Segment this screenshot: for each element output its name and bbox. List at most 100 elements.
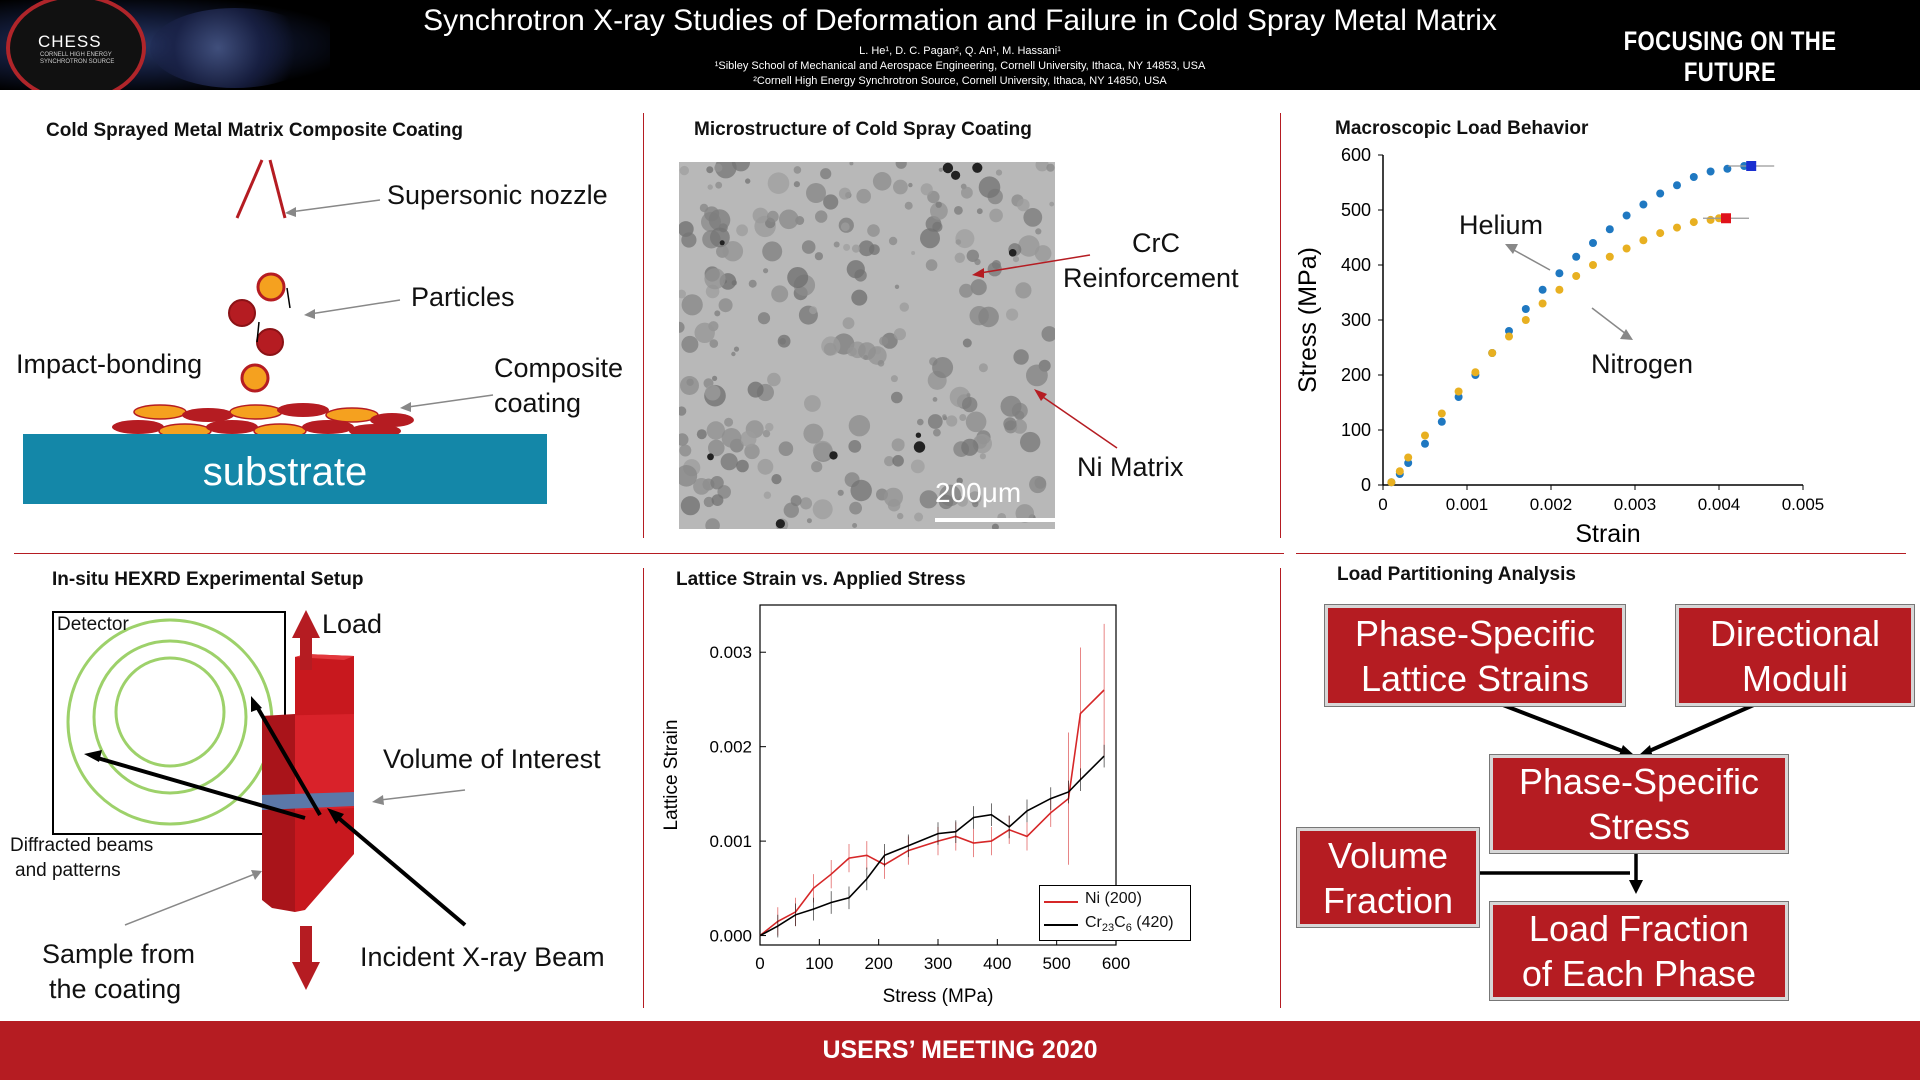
crc-particle [762,241,783,262]
logo-text: CHESS [38,32,102,51]
helium-label: Helium [1459,210,1544,240]
crc-particle [771,474,782,485]
crc-particle [956,477,963,484]
tagline: FOCUSING ON THE FUTURE [1623,26,1837,87]
crc-particle [707,184,713,190]
data-point-helium [1723,164,1732,173]
pore [913,441,926,453]
logo-decoration [150,8,320,88]
crc-particle [920,228,940,249]
crc-particle [680,376,699,395]
crc-particle [679,465,698,487]
particle-red-2 [256,328,284,356]
cold-spray-diagram [112,159,494,439]
crc-particle [763,491,772,499]
micrograph-pattern [679,162,1055,529]
crc-particle [961,186,973,199]
sample-label-2: the coating [49,974,182,1004]
chart2-legend: Ni (200) Cr23C6 (420) [1039,885,1191,941]
crc-particle [891,391,903,404]
data-point-nitrogen [1673,223,1681,232]
y-tick-label: 500 [1341,200,1371,220]
splat-8 [182,408,234,422]
data-point-nitrogen [1395,467,1404,476]
diffracted-beam-2-head [251,696,262,712]
crc-particle [757,458,774,475]
crc-particle [961,438,979,456]
crc-particle [896,439,905,448]
crc-particle [709,339,719,348]
authors-line: L. He¹, D. C. Pagan², Q. An¹, M. Hassani… [859,45,1061,57]
data-point-helium [1404,459,1413,467]
crc-particle [933,428,941,437]
sample-label-1: Sample from [42,939,196,969]
crc-particle [744,443,760,460]
crc-particle [908,182,913,188]
box-phase-stress: Phase-Specific Stress [1490,755,1788,853]
crc-particle [978,363,988,373]
data-point-nitrogen [1437,409,1446,418]
x-tick-label: 0.002 [1530,495,1573,514]
crc-particle [959,283,974,298]
crc-particle [722,241,744,262]
data-point-helium [1605,225,1614,234]
particle-motion-2 [256,321,260,343]
crc-particle [720,453,738,471]
header: CHESS CORNELL HIGH ENERGY SYNCHROTRON SO… [0,0,1920,90]
crc-particle [815,210,828,223]
crc-particle [814,252,823,261]
crc-particle [693,478,710,495]
x-tick-label: 0.004 [1698,495,1741,514]
diffracted-beam-1-head [84,750,102,762]
legend-cr-tail: (420) [1131,914,1174,931]
crc-particle [930,202,948,220]
particle-red-1 [228,299,256,327]
volume-of-interest-band [262,792,354,810]
crc-particle [887,498,901,512]
crc-particle [840,222,850,232]
data-point-nitrogen [1656,229,1665,238]
crc-particle [1017,198,1030,212]
data-point-helium [1639,200,1648,209]
crc-particle [858,342,876,360]
divider-h1 [14,553,1284,554]
crc-particle [954,252,965,263]
crc-particle [767,210,779,223]
crc-particle [965,411,987,433]
crc-particle [970,279,987,296]
voi-label: Volume of Interest [383,744,601,774]
crc-particle [932,357,954,378]
divider-v3 [643,568,644,1008]
crc-particle [893,179,908,195]
legend-ni-line [1044,901,1078,903]
crc-particle [704,268,726,290]
diffracted-beam-1 [93,755,306,820]
crc-particle [954,206,963,215]
nozzle-label: Supersonic nozzle [387,180,608,210]
data-point-nitrogen [1622,244,1631,253]
crc-particle [679,444,692,457]
crc-particle [803,423,824,444]
crc-particle [767,172,790,194]
box-lattice-strains: Phase-Specific Lattice Strains [1325,605,1625,706]
data-point-nitrogen [1404,453,1413,462]
crc-particle [752,207,769,224]
arrow-moduli-to-stress [1646,698,1766,754]
crc-particle [799,497,813,510]
crc-particle [714,310,721,317]
crc-particle [892,455,904,467]
affiliation-1: ¹Sibley School of Mechanical and Aerospa… [714,60,1206,72]
flow-arrows [1476,698,1766,894]
data-point-helium [1572,252,1581,261]
y-axis-label: Stress (MPa) [1294,247,1322,393]
crc-particle [852,523,858,528]
x-axis-label: Stress (MPa) [883,986,994,1007]
crc-particle [811,461,823,473]
crc-particle [869,244,880,255]
particle-orange-1 [256,272,286,302]
crc-particle [708,209,731,231]
crc-particle [790,495,802,507]
crc-particle [681,232,697,248]
composite-label-1: Composite [494,353,624,383]
incident-beam-head [327,808,344,824]
